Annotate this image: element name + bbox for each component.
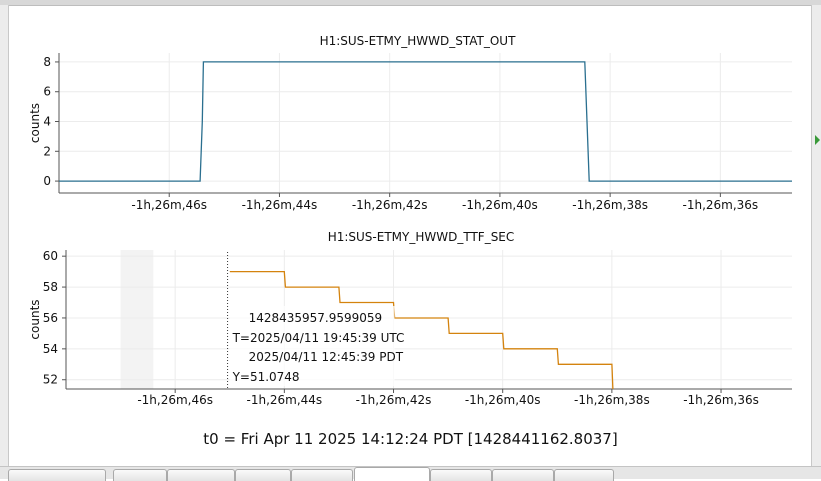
stat-out-plot[interactable]: 0 2 4 6 8 -1h,26m,46s -1h,26m,44s -1h,26m,42s -1…: [28, 34, 792, 212]
cursor-readout-box: [229, 306, 395, 386]
tab-5[interactable]: [291, 469, 353, 481]
series-line: [229, 270, 614, 389]
x-tick-label: -1h,26m,44s: [247, 393, 323, 407]
ttf-plot-title: H1:SUS-ETMY_HWWD_TTF_SEC: [328, 230, 515, 244]
cursor-pdt-time: 2025/04/11 12:45:39 PDT: [249, 350, 404, 364]
y-axis-label: counts: [28, 299, 42, 339]
x-tick-label: -1h,26m,42s: [356, 393, 432, 407]
right-panel-edge[interactable]: [811, 5, 821, 467]
series-line: [59, 61, 792, 182]
x-tick-label: -1h,26m,42s: [352, 198, 428, 212]
x-tick-label: -1h,26m,44s: [242, 198, 318, 212]
y-tick-label: 8: [43, 55, 51, 69]
x-tick-label: -1h,26m,36s: [683, 393, 759, 407]
bottom-tab-bar: [0, 466, 821, 481]
cursor-y-value: Y=51.0748: [232, 370, 300, 384]
x-tick-label: -1h,26m,40s: [462, 198, 538, 212]
left-panel-edge: [0, 5, 9, 467]
tab-1[interactable]: [8, 469, 106, 481]
tab-4[interactable]: [235, 469, 291, 481]
x-tick-label: -1h,26m,40s: [465, 393, 541, 407]
cursor-gps-time: 1428435957.9599059: [249, 311, 383, 325]
stat-plot-title: H1:SUS-ETMY_HWWD_STAT_OUT: [320, 34, 516, 48]
x-tick-label: -1h,26m,46s: [137, 393, 213, 407]
y-tick-label: 52: [43, 373, 58, 387]
x-tick-label: -1h,26m,46s: [131, 198, 207, 212]
x-tick-label: -1h,26m,36s: [683, 198, 759, 212]
tab-8[interactable]: [492, 469, 554, 481]
y-tick-label: 2: [43, 144, 51, 158]
tab-2[interactable]: [113, 469, 167, 481]
y-tick-label: 56: [43, 311, 58, 325]
tab-7[interactable]: [430, 469, 492, 481]
window-top-bar: [0, 0, 821, 6]
t0-label: t0 = Fri Apr 11 2025 14:12:24 PDT [14284…: [203, 430, 618, 448]
y-tick-label: 54: [43, 342, 58, 356]
y-tick-label: 4: [43, 115, 51, 129]
tab-3[interactable]: [167, 469, 235, 481]
panel-expand-arrow-icon[interactable]: [815, 135, 820, 145]
y-tick-label: 6: [43, 85, 51, 99]
plots-canvas[interactable]: 0 2 4 6 8 -1h,26m,46s -1h,26m,44s -1h,26m,42s -1…: [0, 0, 821, 430]
y-axis-label: counts: [28, 103, 42, 143]
x-tick-label: -1h,26m,38s: [574, 393, 650, 407]
ttf-sec-plot[interactable]: 52 54 56 58 60 -1h,26m,46s -1h,26m,44s -1h,26m,…: [28, 230, 792, 407]
x-tick-label: -1h,26m,38s: [572, 198, 648, 212]
cursor-utc-time: T=2025/04/11 19:45:39 UTC: [232, 331, 405, 345]
tab-9[interactable]: [554, 469, 614, 481]
y-tick-label: 60: [43, 249, 58, 263]
tab-6[interactable]: [354, 467, 430, 481]
y-tick-label: 0: [43, 174, 51, 188]
plot-shading-band: [120, 250, 154, 389]
y-tick-label: 58: [43, 280, 58, 294]
